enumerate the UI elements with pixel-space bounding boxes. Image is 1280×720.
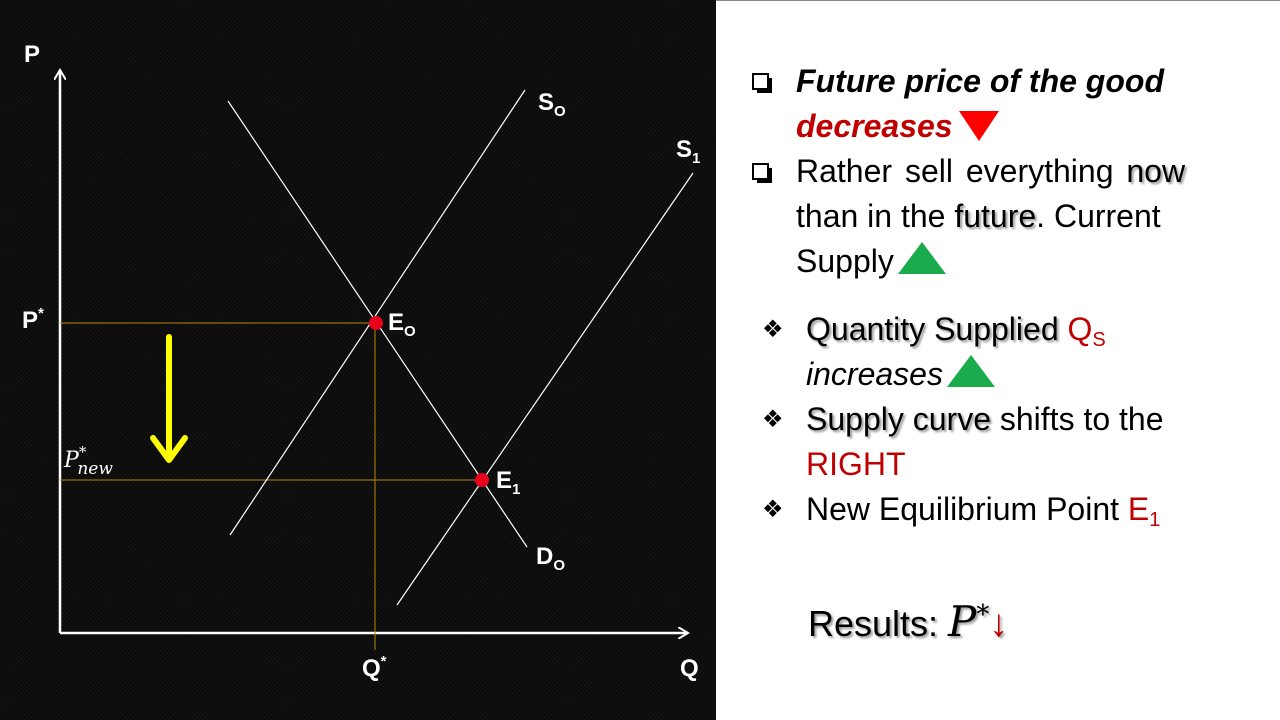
p-new-label: P* new [63,443,113,479]
decreases-line: decreases [796,104,999,149]
s0-label: SO [538,89,566,120]
e1-label: E1 [496,467,520,498]
up-triangle-icon [897,242,946,274]
q-star-label: Q* [362,653,387,682]
y-axis-label: P [24,41,40,68]
future-price-text: Future price of the good [796,63,1164,99]
price-decrease-arrow [150,334,188,463]
right-line: RIGHT [806,446,906,482]
supply-curve-s0 [229,89,526,536]
down-triangle-icon [958,111,999,141]
future-line: than in the future. Current [796,198,1161,234]
up-triangle-icon [946,355,995,387]
s1-label: S1 [676,136,700,167]
supply-curve-line: Supply curve shifts to the [806,401,1164,437]
d0-label: DO [536,543,565,574]
checkbox-icon [752,163,772,183]
equilibrium-point-e0 [369,316,383,330]
diamond-bullet-icon: ❖ [762,316,784,343]
new-equilibrium-line: New Equilibrium Point E1 [806,491,1161,531]
explanation-panel: Future price of the good decreases Rathe… [716,0,1280,720]
diamond-bullet-icon: ❖ [762,496,784,523]
e0-label: EO [388,309,416,340]
quantity-supplied-line: Quantity Supplied QS [806,311,1106,351]
p-star-label: P* [22,305,44,334]
supply-curve-s1 [396,172,694,606]
increases-line: increases [806,352,995,397]
checkbox-icon [752,73,772,93]
sell-now-line: Rather sell everything now [796,153,1186,189]
diagram-panel: P Q SO S1 DO EO E1 P* Q* P* new [0,0,716,720]
equilibrium-point-e1 [475,473,489,487]
supply-demand-diagram: P Q SO S1 DO EO E1 P* Q* P* new [22,41,700,682]
results-line: Results: P*↓ [808,597,1009,646]
diamond-bullet-icon: ❖ [762,406,784,433]
x-axis-label: Q [680,655,699,682]
supply-line: Supply [796,239,946,284]
